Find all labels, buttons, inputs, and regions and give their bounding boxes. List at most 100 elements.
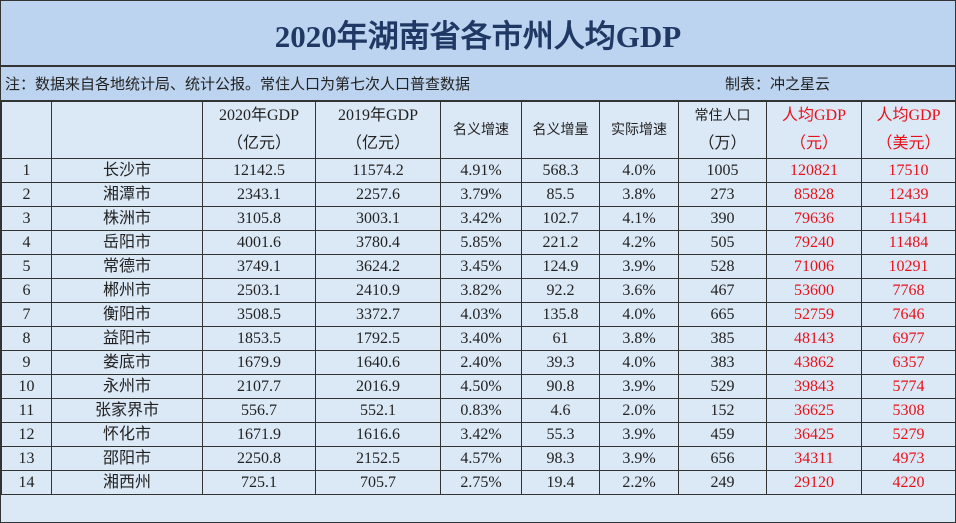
cell-population: 665 bbox=[678, 302, 767, 327]
header-row: 2020年GDP 2019年GDP 名义增速 名义增量 实际增速 常住人口 人均GDP 人均G… bbox=[1, 101, 956, 159]
cell-gdp-per-capita-usd: 10291 bbox=[861, 254, 956, 279]
cell-city: 岳阳市 bbox=[51, 230, 203, 255]
cell-rank: 8 bbox=[1, 326, 52, 351]
cell-city: 衡阳市 bbox=[51, 302, 203, 327]
cell-gdp-per-capita-cny: 48143 bbox=[766, 326, 862, 351]
cell-real-growth: 3.8% bbox=[599, 182, 679, 207]
header-gdp-2019-unit: （亿元） bbox=[315, 130, 441, 159]
cell-gdp-per-capita-usd: 12439 bbox=[861, 182, 956, 207]
cell-nominal-increase: 90.8 bbox=[521, 374, 600, 399]
cell-real-growth: 2.2% bbox=[599, 470, 679, 495]
cell-gdp-2019: 3624.2 bbox=[315, 254, 441, 279]
cell-gdp-2019: 2016.9 bbox=[315, 374, 441, 399]
cell-gdp-2019: 2410.9 bbox=[315, 278, 441, 303]
cell-nominal-growth: 3.82% bbox=[440, 278, 522, 303]
cell-real-growth: 4.2% bbox=[599, 230, 679, 255]
cell-population: 528 bbox=[678, 254, 767, 279]
cell-gdp-2019: 552.1 bbox=[315, 398, 441, 423]
cell-population: 467 bbox=[678, 278, 767, 303]
cell-city: 益阳市 bbox=[51, 326, 203, 351]
cell-rank: 10 bbox=[1, 374, 52, 399]
table-row: 13 邵阳市 2250.8 2152.5 4.57% 98.3 3.9% 656 34311 49… bbox=[1, 446, 956, 471]
cell-real-growth: 3.9% bbox=[599, 422, 679, 447]
cell-population: 385 bbox=[678, 326, 767, 351]
cell-population: 459 bbox=[678, 422, 767, 447]
cell-real-growth: 4.0% bbox=[599, 302, 679, 327]
header-population-unit: （万） bbox=[678, 130, 767, 159]
page-title: 2020年湖南省各市州人均GDP bbox=[1, 1, 955, 67]
cell-gdp-per-capita-cny: 120821 bbox=[766, 158, 862, 183]
table-row: 4 岳阳市 4001.6 3780.4 5.85% 221.2 4.2% 505 79240 11… bbox=[1, 230, 956, 255]
cell-population: 273 bbox=[678, 182, 767, 207]
cell-city: 常德市 bbox=[51, 254, 203, 279]
table-row: 8 益阳市 1853.5 1792.5 3.40% 61 3.8% 385 48143 6977 bbox=[1, 326, 956, 351]
cell-gdp-per-capita-usd: 11484 bbox=[861, 230, 956, 255]
cell-gdp-per-capita-usd: 4220 bbox=[861, 470, 956, 495]
cell-population: 249 bbox=[678, 470, 767, 495]
cell-gdp-per-capita-cny: 43862 bbox=[766, 350, 862, 375]
cell-gdp-2019: 1616.6 bbox=[315, 422, 441, 447]
table-row: 3 株洲市 3105.8 3003.1 3.42% 102.7 4.1% 390 79636 11… bbox=[1, 206, 956, 231]
cell-gdp-per-capita-usd: 11541 bbox=[861, 206, 956, 231]
table-row: 10 永州市 2107.7 2016.9 4.50% 90.8 3.9% 529 39843 57… bbox=[1, 374, 956, 399]
cell-nominal-increase: 61 bbox=[521, 326, 600, 351]
cell-gdp-2019: 3372.7 bbox=[315, 302, 441, 327]
cell-gdp-per-capita-cny: 53600 bbox=[766, 278, 862, 303]
cell-gdp-2020: 1853.5 bbox=[202, 326, 316, 351]
cell-gdp-2020: 1679.9 bbox=[202, 350, 316, 375]
cell-nominal-increase: 39.3 bbox=[521, 350, 600, 375]
cell-gdp-2019: 1792.5 bbox=[315, 326, 441, 351]
cell-city: 湘西州 bbox=[51, 470, 203, 495]
cell-nominal-increase: 221.2 bbox=[521, 230, 600, 255]
cell-real-growth: 3.6% bbox=[599, 278, 679, 303]
cell-city: 郴州市 bbox=[51, 278, 203, 303]
cell-gdp-2020: 3749.1 bbox=[202, 254, 316, 279]
data-table: 2020年GDP 2019年GDP 名义增速 名义增量 实际增速 常住人口 人均GDP 人均G… bbox=[1, 101, 956, 495]
cell-nominal-growth: 3.42% bbox=[440, 206, 522, 231]
cell-nominal-increase: 124.9 bbox=[521, 254, 600, 279]
header-real-growth: 实际增速 bbox=[599, 101, 679, 159]
cell-gdp-per-capita-cny: 85828 bbox=[766, 182, 862, 207]
cell-nominal-growth: 4.57% bbox=[440, 446, 522, 471]
cell-rank: 11 bbox=[1, 398, 52, 423]
cell-gdp-2019: 2257.6 bbox=[315, 182, 441, 207]
cell-real-growth: 3.9% bbox=[599, 254, 679, 279]
header-row-units: （亿元） （亿元） （万） （元） （美元） bbox=[2, 130, 956, 159]
cell-gdp-2020: 725.1 bbox=[202, 470, 316, 495]
cell-nominal-growth: 3.79% bbox=[440, 182, 522, 207]
cell-gdp-2020: 3105.8 bbox=[202, 206, 316, 231]
table-row: 1 长沙市 12142.5 11574.2 4.91% 568.3 4.0% 1005 1208… bbox=[1, 158, 956, 183]
cell-nominal-growth: 4.50% bbox=[440, 374, 522, 399]
header-population: 常住人口 bbox=[678, 101, 767, 130]
cell-gdp-per-capita-usd: 7646 bbox=[861, 302, 956, 327]
cell-gdp-2020: 2107.7 bbox=[202, 374, 316, 399]
cell-rank: 13 bbox=[1, 446, 52, 471]
cell-rank: 3 bbox=[1, 206, 52, 231]
cell-population: 152 bbox=[678, 398, 767, 423]
cell-nominal-growth: 4.03% bbox=[440, 302, 522, 327]
table-row: 9 娄底市 1679.9 1640.6 2.40% 39.3 4.0% 383 43862 635… bbox=[1, 350, 956, 375]
cell-gdp-2019: 3003.1 bbox=[315, 206, 441, 231]
source-note: 注：数据来自各地统计局、统计公报。常住人口为第七次人口普查数据 bbox=[5, 77, 471, 93]
cell-gdp-per-capita-usd: 7768 bbox=[861, 278, 956, 303]
cell-real-growth: 3.8% bbox=[599, 326, 679, 351]
header-gdp-2020-unit: （亿元） bbox=[202, 130, 316, 159]
cell-gdp-2019: 3780.4 bbox=[315, 230, 441, 255]
cell-gdp-2020: 4001.6 bbox=[202, 230, 316, 255]
cell-nominal-growth: 0.83% bbox=[440, 398, 522, 423]
cell-gdp-per-capita-cny: 79636 bbox=[766, 206, 862, 231]
cell-gdp-per-capita-usd: 5774 bbox=[861, 374, 956, 399]
cell-nominal-increase: 19.4 bbox=[521, 470, 600, 495]
cell-nominal-increase: 85.5 bbox=[521, 182, 600, 207]
cell-city: 邵阳市 bbox=[51, 446, 203, 471]
cell-gdp-2020: 2250.8 bbox=[202, 446, 316, 471]
cell-gdp-2020: 3508.5 bbox=[202, 302, 316, 327]
header-gdp-per-capita-cny: 人均GDP bbox=[766, 101, 862, 130]
cell-nominal-increase: 135.8 bbox=[521, 302, 600, 327]
header-gdp-per-capita-cny-unit: （元） bbox=[766, 130, 862, 159]
cell-gdp-2019: 1640.6 bbox=[315, 350, 441, 375]
table-row: 6 郴州市 2503.1 2410.9 3.82% 92.2 3.6% 467 53600 776… bbox=[1, 278, 956, 303]
cell-real-growth: 4.0% bbox=[599, 350, 679, 375]
cell-gdp-2020: 556.7 bbox=[202, 398, 316, 423]
cell-city: 株洲市 bbox=[51, 206, 203, 231]
